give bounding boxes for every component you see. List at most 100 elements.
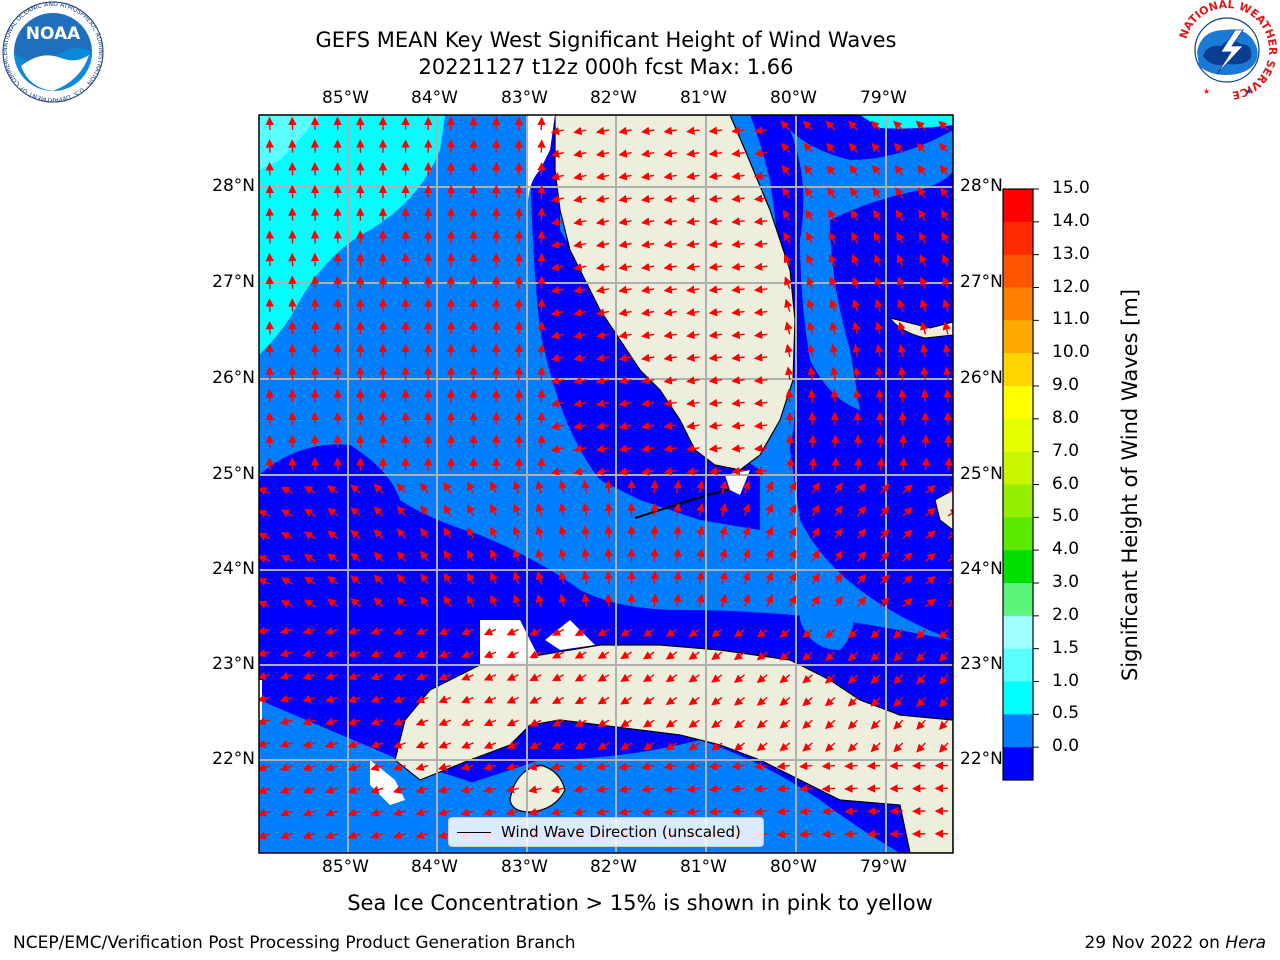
wind-wave-arrow [415,762,429,772]
wind-wave-arrow [919,298,928,312]
wind-wave-arrow [597,651,610,659]
wind-wave-arrow [550,444,564,453]
wind-wave-arrow [490,481,498,494]
wind-wave-arrow [528,808,542,817]
wind-wave-arrow [902,552,913,562]
wind-wave-arrow [551,628,565,636]
colorbar-segment [1003,714,1033,748]
wind-wave-arrow [686,149,700,158]
svg-text:★: ★ [1245,87,1252,96]
wind-wave-arrow [302,740,316,749]
wind-wave-arrow [847,742,859,753]
wind-wave-arrow [939,164,949,176]
wind-wave-arrow [942,343,952,358]
wind-wave-arrow [673,593,682,607]
footer-credit: NCEP/EMC/Verification Post Processing Pr… [13,933,576,953]
wind-wave-arrow [573,263,587,272]
wind-wave-arrow [821,829,836,839]
wind-wave-arrow [924,485,937,494]
wind-wave-arrow [663,353,677,362]
wind-wave-arrow [581,479,590,494]
wind-wave-arrow [753,807,768,816]
wind-wave-arrow [483,808,497,817]
wind-wave-arrow [466,549,475,562]
wind-wave-arrow [902,506,913,517]
wind-wave-arrow [642,696,655,705]
lat-label-left: 23°N [212,654,255,674]
wind-wave-arrow [437,785,451,794]
wind-wave-arrow [663,399,677,408]
wind-wave-arrow [731,285,745,294]
wind-wave-arrow [460,808,474,817]
wind-wave-arrow [879,597,890,608]
wind-wave-arrow [597,696,610,705]
wind-wave-arrow [879,506,890,517]
wind-wave-arrow [373,597,384,608]
wind-wave-arrow [711,651,723,661]
wind-wave-arrow [420,505,429,517]
wind-wave-arrow [893,120,904,131]
wind-wave-arrow [688,651,700,660]
wind-wave-arrow [708,807,723,816]
wind-wave-arrow [711,628,723,638]
colorbar-segment [1003,287,1033,321]
wind-wave-arrow [551,696,565,704]
wind-wave-arrow [852,343,861,358]
wind-wave-arrow [663,217,677,226]
wind-wave-arrow [370,808,384,817]
wind-wave-arrow [733,696,746,706]
wind-wave-arrow [731,376,745,385]
wind-wave-arrow [686,194,700,203]
wind-wave-arrow [551,718,565,727]
wind-wave-arrow [765,594,774,607]
wind-wave-arrow [537,252,546,267]
wind-wave-arrow [875,343,884,358]
wind-wave-arrow [396,551,407,562]
wind-wave-arrow [618,126,632,136]
wind-wave-arrow [537,116,546,131]
wind-wave-arrow [788,526,797,539]
wind-wave-arrow [857,573,867,585]
wind-wave-arrow [265,343,274,358]
wind-wave-arrow [620,651,632,660]
wind-wave-arrow [731,784,745,794]
wind-wave-arrow [438,718,452,727]
wind-wave-arrow [370,627,384,635]
wind-wave-arrow [370,763,384,772]
wind-wave-arrow [756,651,768,661]
wind-wave-arrow [876,434,885,448]
wind-wave-arrow [279,763,293,772]
wind-wave-arrow [731,171,745,181]
wind-wave-arrow [529,673,542,681]
wave-region-mid-gulfstream [790,130,953,410]
wind-wave-arrow [551,673,565,682]
wind-wave-arrow [811,595,820,608]
wind-wave-arrow [844,807,858,816]
wind-wave-arrow [731,194,745,203]
wind-wave-arrow [595,331,610,340]
wind-wave-arrow [719,503,728,517]
wind-wave-arrow [265,366,274,380]
wind-wave-arrow [753,149,768,158]
wind-wave-arrow [537,343,546,358]
wind-wave-arrow [620,673,632,682]
wind-wave-arrow [595,807,610,817]
wind-wave-arrow [325,763,339,772]
wind-wave-arrow [853,434,863,448]
wind-wave-arrow [742,525,751,539]
wind-wave-arrow [776,761,790,771]
wind-wave-arrow [719,571,728,585]
lat-label-left: 25°N [212,464,255,484]
wind-wave-arrow [799,761,813,771]
wind-wave-arrow [302,649,316,658]
wind-wave-arrow [857,551,867,562]
wind-wave-arrow [673,548,682,562]
wind-wave-arrow [921,457,931,471]
chart-title: GEFS MEAN Key West Significant Height of… [315,28,897,52]
wind-wave-arrow [303,554,316,563]
wind-wave-arrow [537,207,546,221]
wind-wave-arrow [551,741,565,750]
wind-wave-arrow [753,421,768,430]
wind-wave-arrow [420,573,429,585]
wind-wave-arrow [870,651,881,662]
